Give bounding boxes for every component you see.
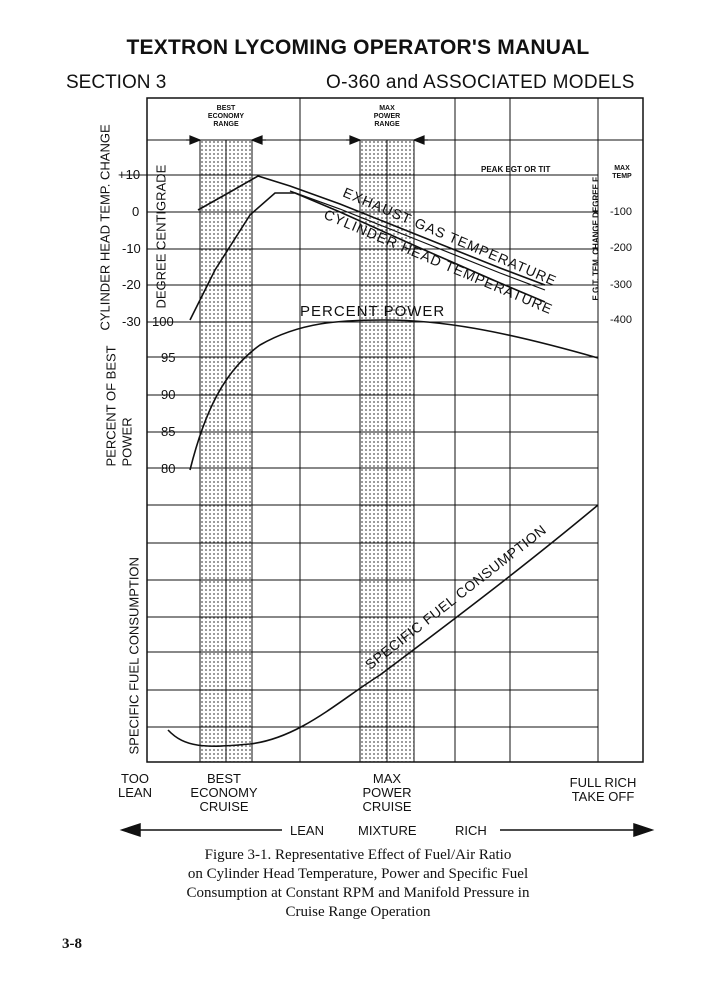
mixture-rich-label: RICH bbox=[455, 823, 487, 838]
egt-tick: -100 bbox=[610, 206, 633, 218]
egt-curve bbox=[197, 175, 546, 286]
egt-curve-outline bbox=[289, 190, 546, 291]
power-curve bbox=[189, 319, 599, 471]
egt-tick: -200 bbox=[610, 242, 633, 254]
power-curve-label: PERCENT POWER bbox=[300, 303, 446, 320]
cht-axis-label: CYLINDER HEAD TEMP. CHANGE bbox=[97, 124, 113, 331]
full-rich-label: FULL RICH TAKE OFF bbox=[569, 775, 637, 804]
cht-tick: -30 bbox=[122, 314, 141, 329]
cht-tick: -20 bbox=[122, 277, 141, 292]
sfc-axis-label: SPECIFIC FUEL CONSUMPTION bbox=[126, 557, 142, 755]
cht-tick: +10 bbox=[118, 167, 141, 182]
max-power-range-label: MAX POWER RANGE bbox=[373, 105, 401, 128]
cht-tick: -10 bbox=[122, 241, 141, 256]
max-temp-label: MAX TEMP bbox=[612, 165, 632, 180]
power-tick: 100 bbox=[152, 314, 174, 329]
figure-caption: Figure 3-1. Representative Effect of Fue… bbox=[186, 847, 530, 920]
section-label: SECTION 3 bbox=[66, 72, 167, 93]
degree-axis-label: DEGREE CENTIGRADE bbox=[153, 164, 169, 309]
best-economy-cruise-label: BEST ECONOMY CRUISE bbox=[190, 771, 258, 814]
best-economy-range-label: BEST ECONOMY RANGE bbox=[207, 105, 245, 128]
egt-tick: -400 bbox=[610, 314, 633, 326]
chart-frame bbox=[146, 97, 644, 763]
power-tick: 95 bbox=[161, 350, 176, 365]
power-tick: 85 bbox=[161, 424, 176, 439]
max-power-cruise-label: MAX POWER CRUISE bbox=[362, 771, 412, 814]
mixture-lean-label: LEAN bbox=[290, 823, 324, 838]
egt-tick: -300 bbox=[610, 279, 633, 291]
sfc-curve bbox=[167, 504, 599, 747]
power-axis-label-2: POWER bbox=[119, 417, 135, 467]
egt-axis-label: E.G.T. TEM. CHANGE DEGREE F bbox=[591, 176, 601, 301]
power-tick: 80 bbox=[161, 461, 176, 476]
peak-egt-label: PEAK EGT OR TIT bbox=[481, 165, 551, 174]
power-tick: 90 bbox=[161, 387, 176, 402]
page-number: 3-8 bbox=[62, 936, 82, 952]
too-lean-label: TOO LEAN bbox=[118, 771, 152, 800]
manual-title: TEXTRON LYCOMING OPERATOR'S MANUAL bbox=[126, 36, 590, 59]
models-label: O-360 and ASSOCIATED MODELS bbox=[326, 72, 635, 93]
power-axis-label-1: PERCENT OF BEST bbox=[103, 345, 119, 467]
mixture-label: MIXTURE bbox=[358, 823, 417, 838]
cht-tick: 0 bbox=[132, 204, 140, 219]
